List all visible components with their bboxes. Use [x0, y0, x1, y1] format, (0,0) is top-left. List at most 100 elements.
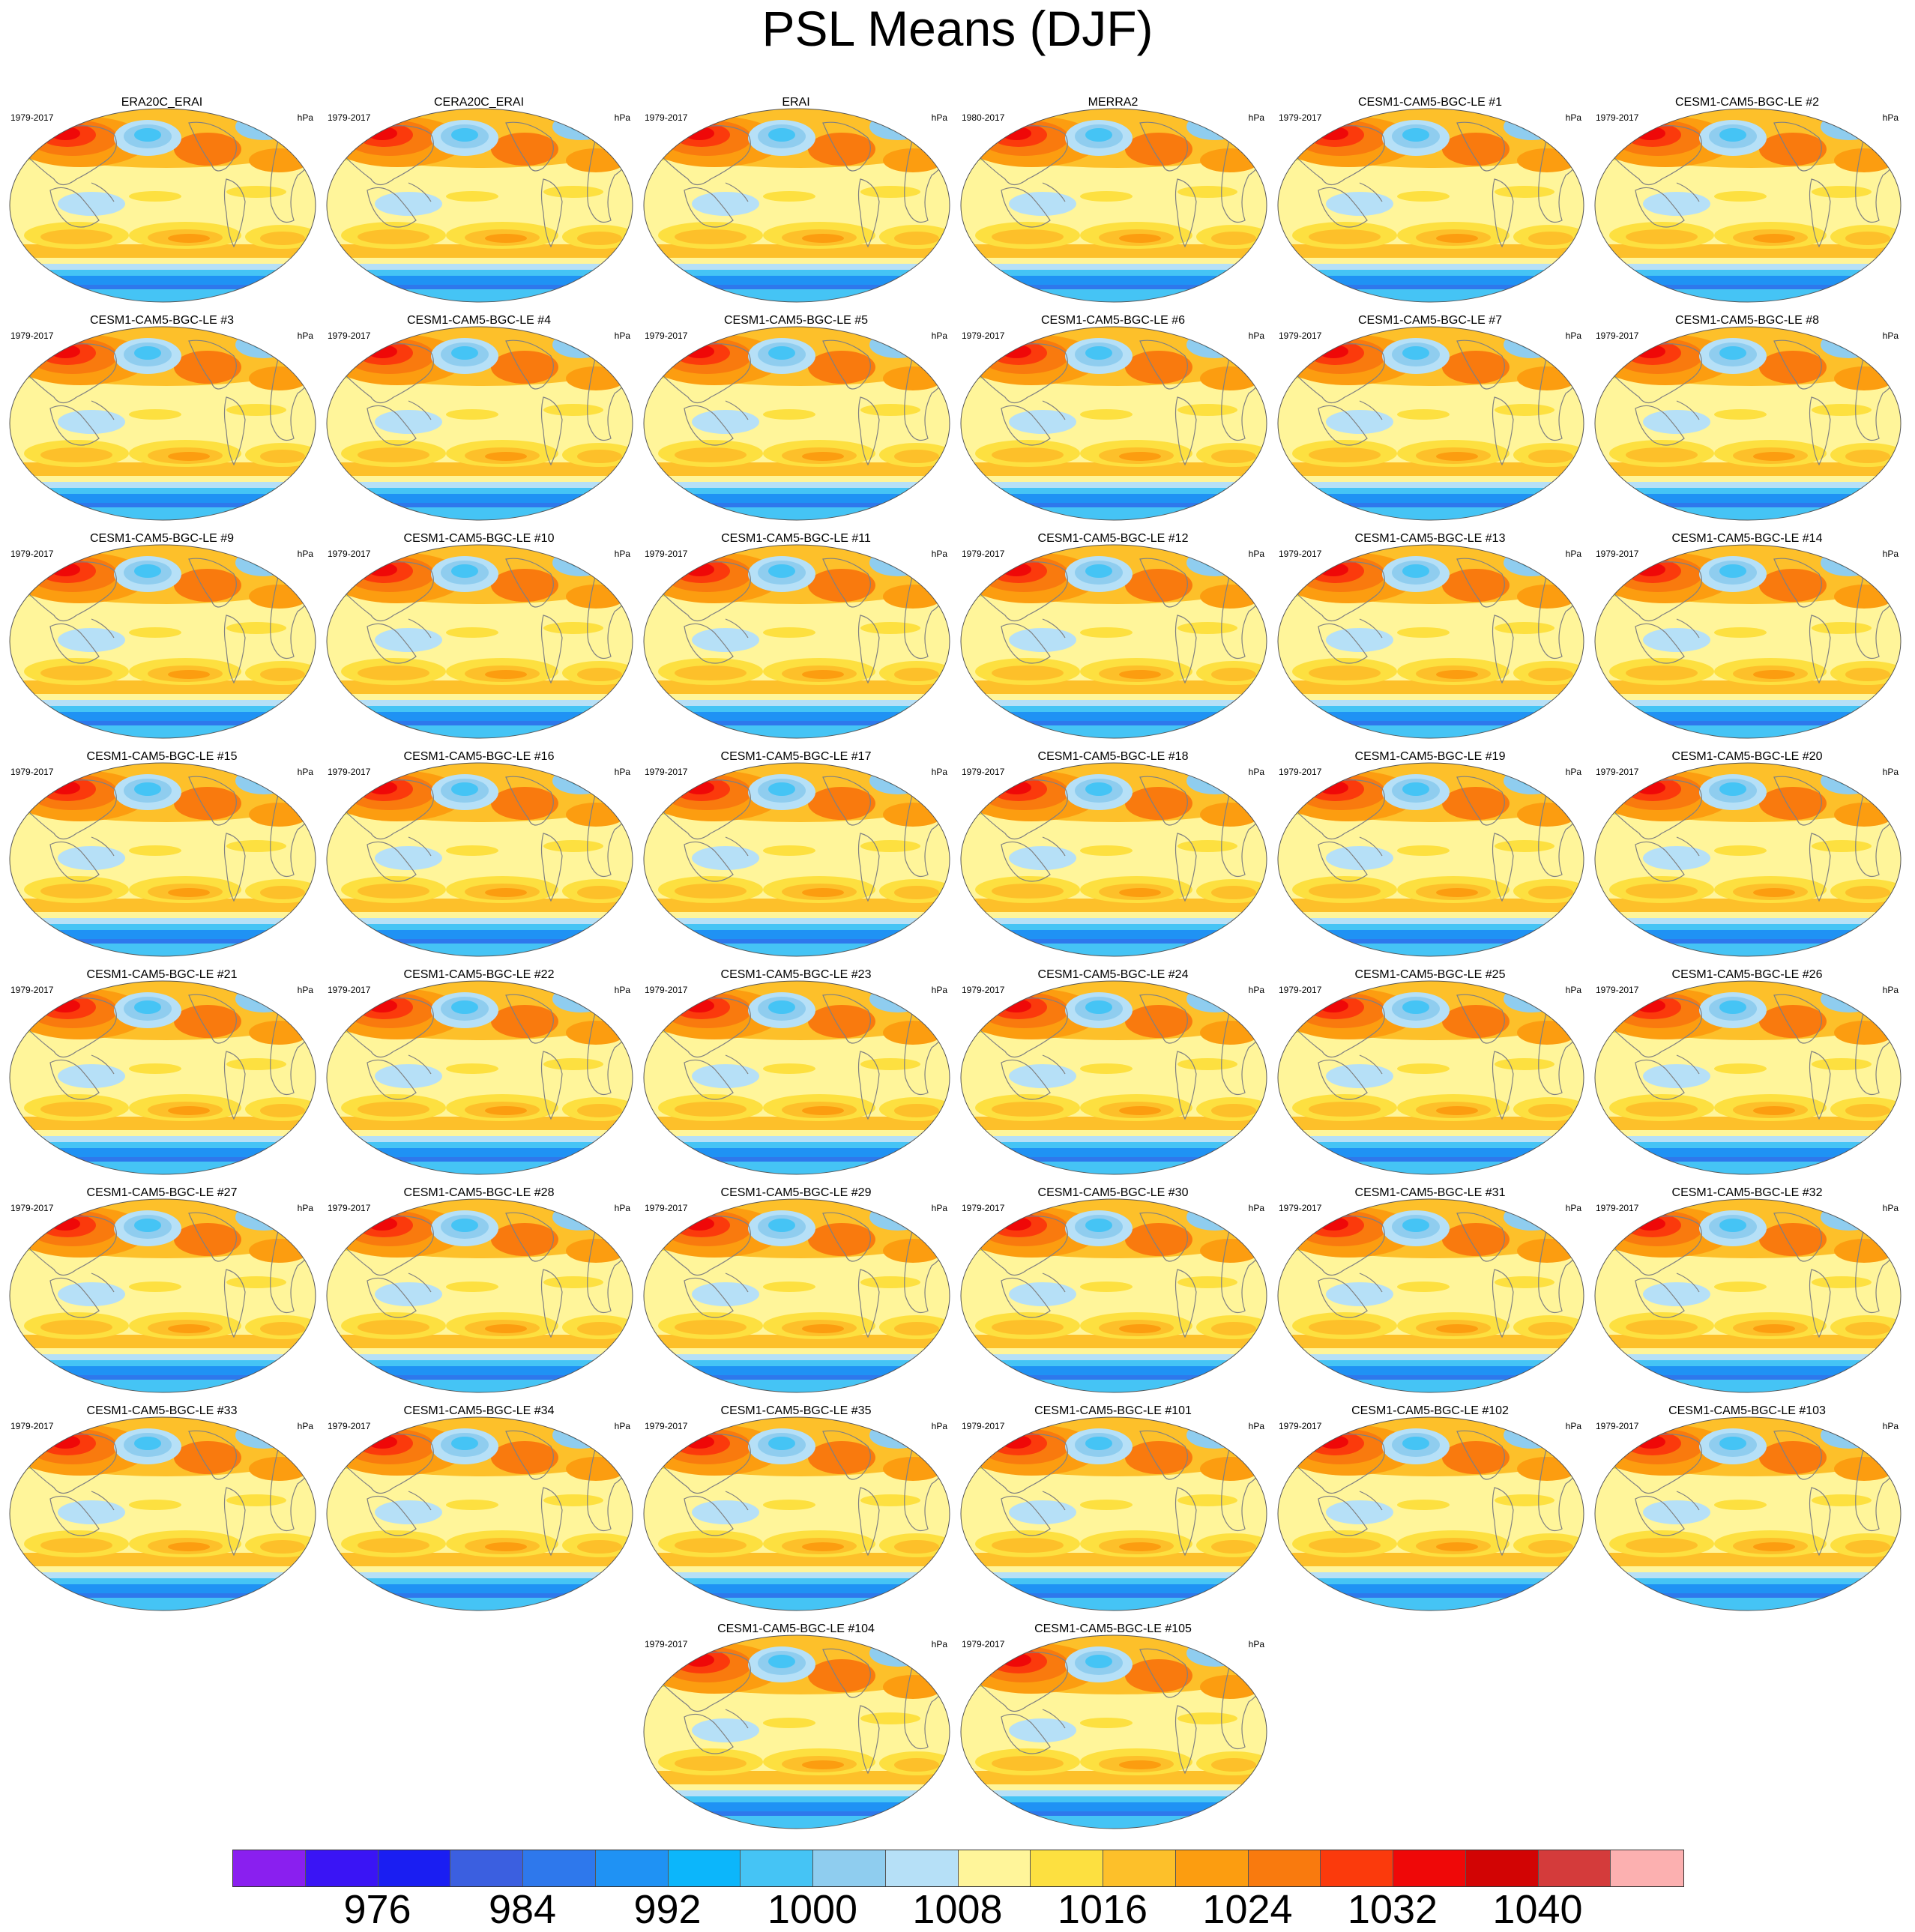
panel-units: hPa	[931, 1203, 947, 1213]
psl-map	[643, 544, 950, 739]
map-outline	[960, 980, 1267, 1175]
map-panel: CESM1-CAM5-BGC-LE #6 1979-2017 hPa	[956, 314, 1270, 525]
panel-title: CESM1-CAM5-BGC-LE #8	[1674, 314, 1820, 327]
panel-units: hPa	[297, 330, 313, 341]
psl-map	[643, 108, 950, 303]
colorbar-box	[1248, 1850, 1321, 1886]
panel-years: 1979-2017	[10, 330, 54, 341]
map-outline	[326, 544, 633, 739]
panel-title: CESM1-CAM5-BGC-LE #31	[1354, 1186, 1506, 1199]
colorbar-box	[450, 1850, 523, 1886]
colorbar-box	[885, 1850, 959, 1886]
panel-units: hPa	[931, 985, 947, 995]
psl-map	[326, 762, 633, 957]
psl-map	[326, 544, 633, 739]
map-panel: CESM1-CAM5-BGC-LE #1 1979-2017 hPa	[1273, 96, 1587, 307]
colorbar-box	[741, 1850, 813, 1886]
panel-years: 1979-2017	[328, 330, 371, 341]
psl-map	[643, 1634, 950, 1829]
map-panel: CESM1-CAM5-BGC-LE #9 1979-2017 hPa	[4, 532, 319, 743]
psl-map	[1594, 1416, 1902, 1611]
colorbar-box	[1393, 1850, 1466, 1886]
psl-map	[643, 980, 950, 1175]
panel-units: hPa	[1565, 985, 1581, 995]
panel-units: hPa	[614, 330, 630, 341]
panel-years: 1979-2017	[962, 985, 1005, 995]
map-outline	[1277, 326, 1584, 521]
colorbar-label: 1024	[1202, 1887, 1293, 1932]
map-panel: CESM1-CAM5-BGC-LE #3 1979-2017 hPa	[4, 314, 319, 525]
psl-map	[326, 980, 633, 1175]
panel-title: CERA20C_ERAI	[433, 96, 525, 109]
panel-years: 1979-2017	[1596, 330, 1639, 341]
panel-years: 1979-2017	[962, 1203, 1005, 1213]
colorbar-box	[1611, 1850, 1683, 1886]
panel-years: 1979-2017	[1279, 330, 1322, 341]
map-outline	[643, 1198, 950, 1393]
panel-units: hPa	[931, 112, 947, 123]
psl-map	[960, 980, 1267, 1175]
psl-map	[1277, 108, 1584, 303]
map-outline	[643, 980, 950, 1175]
map-panel: CESM1-CAM5-BGC-LE #28 1979-2017 hPa	[322, 1186, 636, 1398]
map-outline	[9, 980, 316, 1175]
panel-units: hPa	[1248, 1639, 1264, 1649]
map-panel: CESM1-CAM5-BGC-LE #27 1979-2017 hPa	[4, 1186, 319, 1398]
panel-title: CESM1-CAM5-BGC-LE #12	[1037, 532, 1189, 545]
colorbar-boxes	[232, 1850, 1684, 1887]
panel-units: hPa	[1565, 112, 1581, 123]
map-panel: CESM1-CAM5-BGC-LE #10 1979-2017 hPa	[322, 532, 636, 743]
psl-map	[960, 1198, 1267, 1393]
panel-years: 1979-2017	[962, 549, 1005, 559]
panel-title: CESM1-CAM5-BGC-LE #15	[86, 750, 238, 763]
panel-title: CESM1-CAM5-BGC-LE #9	[89, 532, 235, 545]
map-panel: CESM1-CAM5-BGC-LE #4 1979-2017 hPa	[322, 314, 636, 525]
panel-years: 1979-2017	[962, 1421, 1005, 1431]
map-panel: CESM1-CAM5-BGC-LE #17 1979-2017 hPa	[639, 750, 953, 962]
map-outline	[1277, 980, 1584, 1175]
panel-units: hPa	[931, 767, 947, 777]
panel-units: hPa	[1882, 1421, 1899, 1431]
map-outline	[326, 762, 633, 957]
map-outline	[1277, 108, 1584, 303]
map-panel: CESM1-CAM5-BGC-LE #104 1979-2017 hPa	[639, 1622, 953, 1834]
map-outline	[960, 544, 1267, 739]
map-outline	[1594, 108, 1902, 303]
panel-title: CESM1-CAM5-BGC-LE #32	[1671, 1186, 1823, 1199]
colorbar-box	[1175, 1850, 1249, 1886]
panel-units: hPa	[1248, 1421, 1264, 1431]
map-outline	[643, 1416, 950, 1611]
panel-units: hPa	[614, 1203, 630, 1213]
map-outline	[643, 326, 950, 521]
map-panel: MERRA2 1980-2017 hPa	[956, 96, 1270, 307]
panel-title: CESM1-CAM5-BGC-LE #14	[1671, 532, 1823, 545]
map-outline	[9, 326, 316, 521]
panel-units: hPa	[297, 1421, 313, 1431]
panel-units: hPa	[1248, 985, 1264, 995]
panel-years: 1979-2017	[10, 549, 54, 559]
panel-title: CESM1-CAM5-BGC-LE #10	[403, 532, 555, 545]
panel-title: CESM1-CAM5-BGC-LE #4	[406, 314, 552, 327]
panel-years: 1979-2017	[328, 549, 371, 559]
panel-units: hPa	[614, 767, 630, 777]
panel-title: CESM1-CAM5-BGC-LE #20	[1671, 750, 1823, 763]
map-panel: ERA20C_ERAI 1979-2017 hPa	[4, 96, 319, 307]
panel-units: hPa	[1565, 549, 1581, 559]
map-outline	[326, 1416, 633, 1611]
panel-years: 1979-2017	[645, 1421, 688, 1431]
panel-units: hPa	[297, 767, 313, 777]
colorbar-box	[813, 1850, 886, 1886]
colorbar-box	[1031, 1850, 1103, 1886]
panel-years: 1979-2017	[645, 985, 688, 995]
map-panel: CESM1-CAM5-BGC-LE #105 1979-2017 hPa	[956, 1622, 1270, 1834]
panel-units: hPa	[931, 1639, 947, 1649]
map-panel: CESM1-CAM5-BGC-LE #16 1979-2017 hPa	[322, 750, 636, 962]
panel-units: hPa	[1882, 330, 1899, 341]
panel-units: hPa	[931, 330, 947, 341]
psl-map	[1594, 762, 1902, 957]
panel-units: hPa	[1882, 767, 1899, 777]
colorbar-label: 1032	[1347, 1887, 1438, 1932]
panel-title: CESM1-CAM5-BGC-LE #103	[1668, 1404, 1826, 1417]
panel-years: 1979-2017	[645, 549, 688, 559]
psl-map	[1277, 544, 1584, 739]
